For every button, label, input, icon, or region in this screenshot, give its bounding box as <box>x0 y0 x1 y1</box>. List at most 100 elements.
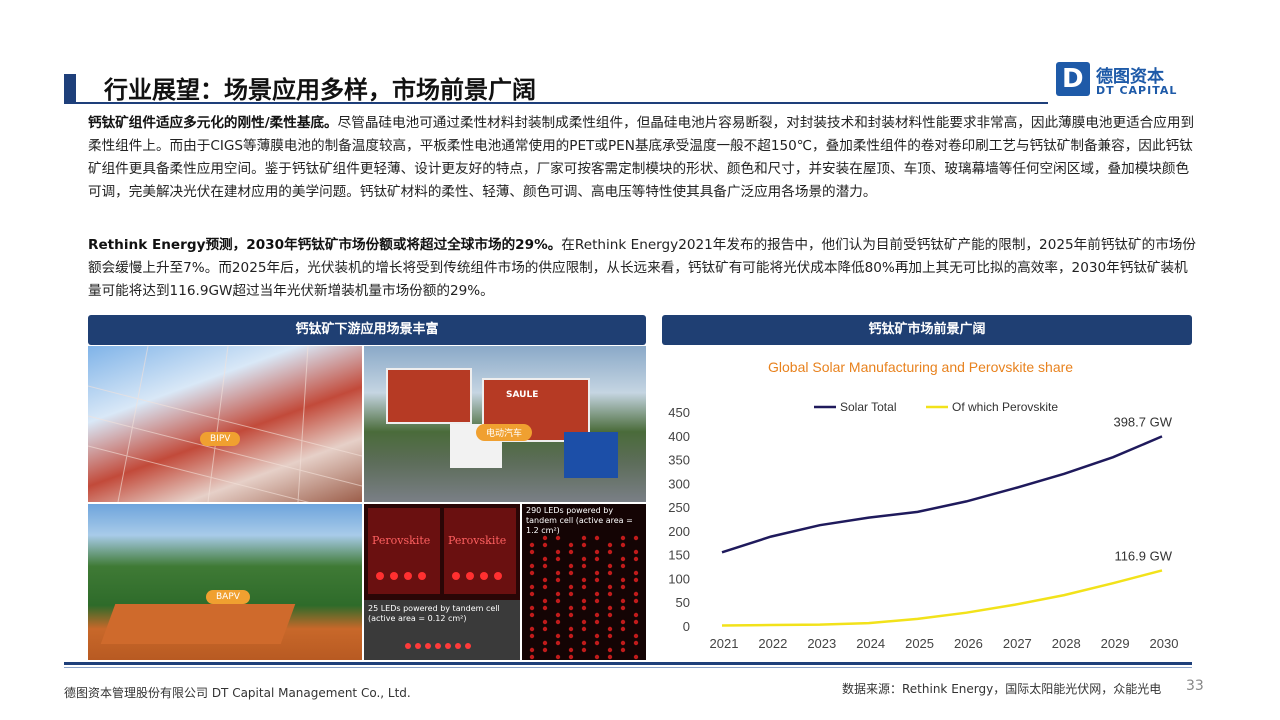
x-axis: 2021 2022 2023 2024 2025 2026 2027 2028 2029 2030 <box>710 636 1179 651</box>
y-tick-label: 0 <box>683 619 690 634</box>
led-dot <box>633 535 639 541</box>
led-panel-left: Perovskite <box>368 508 440 594</box>
y-axis: 0 50 100 150 200 250 300 350 400 450 <box>668 405 690 634</box>
caption-25-leds: 25 LEDs powered by tandem cell (active a… <box>368 604 500 623</box>
led-dot <box>529 542 535 548</box>
line-chart: Global Solar Manufacturing and Perovskit… <box>668 359 1179 651</box>
x-tick-label: 2029 <box>1101 636 1130 651</box>
chart-series <box>721 435 1163 627</box>
logo-mark-icon: D <box>1056 62 1090 96</box>
led-dot <box>633 654 639 660</box>
banner-market-outlook: 钙钛矿市场前景广阔 <box>662 315 1192 345</box>
led-dot <box>594 591 600 597</box>
led-dot <box>568 647 574 653</box>
x-tick-label: 2024 <box>856 636 885 651</box>
led-dot <box>581 647 587 653</box>
photo-solar-trucks: SAULE 电动汽车 <box>364 346 646 502</box>
x-tick-label: 2027 <box>1003 636 1032 651</box>
led-dot <box>633 549 639 555</box>
led-dot <box>594 577 600 583</box>
y-tick-label: 50 <box>676 595 690 610</box>
led-dot <box>633 619 639 625</box>
led-dot <box>568 549 574 555</box>
led-dot <box>594 619 600 625</box>
led-dot <box>581 584 587 590</box>
led-dot <box>529 563 535 569</box>
led-label-right: Perovskite <box>448 534 507 547</box>
led-dot <box>633 640 639 646</box>
led-dot <box>607 563 613 569</box>
logo-english-name: DT CAPITAL <box>1096 84 1178 97</box>
y-tick-label: 250 <box>668 500 690 515</box>
led-dot <box>568 563 574 569</box>
footer-company: 德图资本管理股份有限公司 DT Capital Management Co., … <box>64 686 411 700</box>
photo-perovskite-leds: Perovskite Perovskite <box>364 504 520 600</box>
y-tick-label: 350 <box>668 453 690 468</box>
led-dot <box>542 647 548 653</box>
led-row-graphic <box>405 643 471 649</box>
x-tick-label: 2025 <box>905 636 934 651</box>
led-dot <box>581 577 587 583</box>
led-dot <box>568 654 574 660</box>
truck-trailer-1 <box>386 368 472 424</box>
legend-label: Of which Perovskite <box>952 400 1058 414</box>
led-dot <box>620 535 626 541</box>
led-dot <box>542 598 548 604</box>
led-dot <box>555 556 561 562</box>
page-title: 行业展望：场景应用多样，市场前景广阔 <box>104 76 536 104</box>
led-dot <box>529 605 535 611</box>
led-dot <box>607 633 613 639</box>
logo-mark-letter: D <box>1062 64 1084 94</box>
led-dot <box>633 556 639 562</box>
truck-cab-blue <box>564 432 618 478</box>
led-dot <box>633 598 639 604</box>
led-dot <box>620 598 626 604</box>
led-dot <box>568 542 574 548</box>
led-dot <box>568 584 574 590</box>
led-dot <box>555 549 561 555</box>
company-logo: D 德图资本 DT CAPITAL <box>1056 62 1186 98</box>
led-dot <box>607 591 613 597</box>
led-dot <box>555 591 561 597</box>
led-dot <box>555 654 561 660</box>
led-dot <box>529 633 535 639</box>
led-dots-graphic <box>376 572 502 580</box>
led-dot <box>620 542 626 548</box>
led-dot <box>568 591 574 597</box>
bipv-label: BIPV <box>200 432 241 446</box>
led-dot <box>594 535 600 541</box>
led-dot <box>607 570 613 576</box>
led-dot <box>529 654 535 660</box>
led-dot <box>607 542 613 548</box>
led-dot <box>542 584 548 590</box>
photo-bapv-rooftop: BAPV <box>88 504 362 660</box>
x-tick-label: 2022 <box>758 636 787 651</box>
photo-25-leds: 25 LEDs powered by tandem cell (active a… <box>364 600 520 660</box>
paragraph-2-lead: Rethink Energy预测，2030年钙钛矿市场份额或将超过全球市场的29… <box>88 237 562 253</box>
led-dot <box>529 647 535 653</box>
led-dot <box>633 612 639 618</box>
y-tick-label: 150 <box>668 548 690 563</box>
led-dot <box>594 549 600 555</box>
led-dot <box>542 577 548 583</box>
led-dot <box>542 640 548 646</box>
led-dot <box>581 535 587 541</box>
bapv-label: BAPV <box>206 590 250 604</box>
led-dot <box>542 556 548 562</box>
electric-vehicle-label: 电动汽车 <box>476 424 533 441</box>
led-dot <box>568 605 574 611</box>
legend-label: Solar Total <box>840 400 896 414</box>
led-dot <box>607 654 613 660</box>
truck-trailer-2 <box>482 378 590 442</box>
led-dot <box>607 605 613 611</box>
paragraph-1-lead: 钙钛矿组件适应多元化的刚性/柔性基底。 <box>88 115 338 131</box>
led-dot <box>620 605 626 611</box>
led-dot <box>581 640 587 646</box>
led-dot <box>542 619 548 625</box>
led-dot <box>594 556 600 562</box>
led-dot <box>555 535 561 541</box>
led-dot <box>555 640 561 646</box>
led-dot <box>542 605 548 611</box>
led-dot <box>620 584 626 590</box>
led-dot <box>594 654 600 660</box>
